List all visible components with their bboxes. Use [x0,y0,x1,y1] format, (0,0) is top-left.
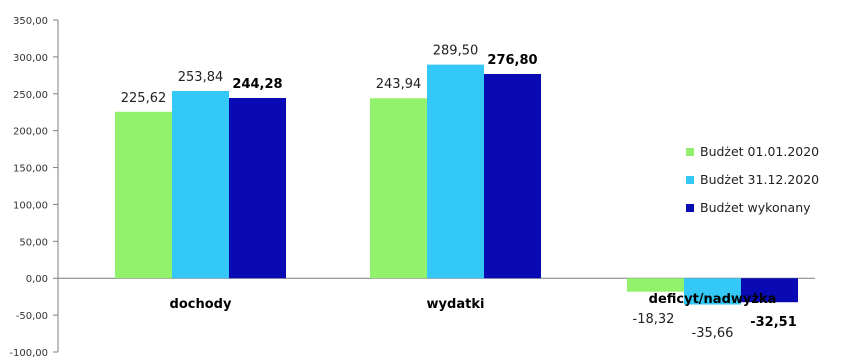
bar [370,98,427,279]
y-tick-label: 50,00 [19,237,48,248]
legend-swatch [686,204,694,212]
data-label: -32,51 [750,315,797,330]
bar [427,64,484,279]
y-tick-label: 100,00 [13,200,48,211]
y-tick-label: 250,00 [13,90,48,101]
legend-entry: Budżet 01.01.2020 [700,144,819,159]
bars-layer [115,64,798,305]
y-tick-label: 350,00 [13,16,48,27]
bar [627,278,684,292]
bar [172,90,229,279]
y-tick-label: 0,00 [26,274,48,285]
y-tick-label: 200,00 [13,127,48,138]
data-label: 225,62 [121,91,167,106]
category-label: deficyt/nadwyżka [649,292,777,307]
y-tick-label: -50,00 [16,311,48,322]
y-tick-label: 150,00 [13,164,48,175]
bar [115,111,172,279]
data-label: 289,50 [433,44,479,59]
category-label: wydatki [427,297,485,312]
bar [229,97,286,279]
y-tick-label: -100,00 [9,348,48,358]
data-label: 243,94 [376,77,422,92]
legend-entry: Budżet 31.12.2020 [700,172,819,187]
category-label: dochody [170,297,232,312]
legend-entry: Budżet wykonany [700,200,811,215]
data-label: 244,28 [232,77,282,92]
legend: Budżet 01.01.2020 Budżet 31.12.2020 Budżet… [686,144,819,215]
data-label: -18,32 [633,312,675,327]
bar [684,278,741,305]
legend-swatch [686,176,694,184]
bar [484,74,541,279]
data-label: 253,84 [178,70,224,85]
data-label: 276,80 [487,53,537,68]
labels-layer: 225,62 243,94 -18,32 253,84 289,50 -35,66 244,… [121,44,797,341]
y-tick-label: 300,00 [13,53,48,64]
data-label: -35,66 [692,326,734,341]
legend-swatch [686,148,694,156]
bar [741,278,798,303]
